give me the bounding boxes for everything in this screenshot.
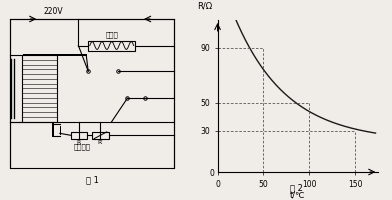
Bar — [92, 132, 109, 139]
X-axis label: t/℃: t/℃ — [290, 190, 306, 199]
Bar — [10, 19, 174, 168]
Y-axis label: R/Ω: R/Ω — [197, 2, 212, 11]
Text: 电热丝: 电热丝 — [105, 31, 118, 38]
Text: 图 2: 图 2 — [290, 183, 302, 192]
Text: R′: R′ — [98, 140, 103, 145]
Text: 图 1: 图 1 — [86, 176, 98, 185]
Text: 220V: 220V — [43, 7, 63, 16]
Text: R: R — [77, 140, 81, 145]
Bar — [88, 41, 135, 50]
Bar — [71, 132, 87, 139]
Text: 0: 0 — [210, 169, 215, 178]
Text: 热敏电阫: 热敏电阫 — [74, 144, 91, 150]
Bar — [22, 55, 57, 122]
